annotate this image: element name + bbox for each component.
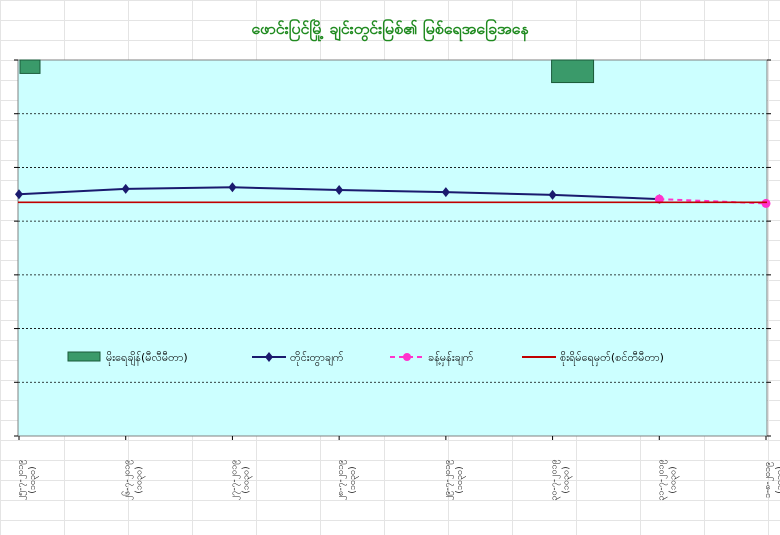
chart-title: ဖောင်းပြင်မြို့ ချင်းတွင်းမြစ်၏ မြစ်ရေအခ… <box>251 19 529 38</box>
rainfall-bar <box>19 59 41 74</box>
data-point <box>654 194 664 204</box>
x-tick-label: ၃၁-၇-၂၀၁၉ (၁၀၃၀) <box>656 459 679 500</box>
x-tick-label: ၂၈-၇-၂၀၁၉ (၁၀၃၀) <box>336 460 359 501</box>
series-lines <box>15 182 771 208</box>
legend-label: စိုးရိမ်ရေမှတ်(စင်တီမီတာ) <box>560 351 664 366</box>
plot-area <box>17 59 768 437</box>
x-axis-ticks: ၂၅-၇-၂၀၁၉ (၁၀၃၀) ၂၆-၇-၂၀၁၉ (၁၀၃၀) ၂၇-၇-၂၀၁၉(… <box>16 436 780 501</box>
x-tick-label: ၁-၈-၂၀၁၉ (၁၀၃၀) <box>763 462 780 498</box>
legend-swatch <box>67 351 101 362</box>
legend-marker <box>265 352 273 362</box>
legend-marker <box>403 353 411 361</box>
data-point <box>548 189 557 200</box>
x-tick-label: ၂၅-၇-၂၀၁၉ (၁၀၃၀) <box>16 460 39 501</box>
legend-label: မိုးရေချိန်(မီလီမီတာ) <box>106 351 188 366</box>
legend-label: တိုင်းတွာချက် <box>290 351 344 366</box>
x-tick-label: ၂၉-၇-၂၀၁၉ (၁၀၃၀) <box>443 460 466 501</box>
x-tick-label: ၂၆-၇-၂၀၁၉ (၁၀၃၀) <box>122 460 146 501</box>
data-point <box>335 184 344 195</box>
x-tick-label: ၃၀-၇-၂၀၁၉ (၁၀၃၀) <box>550 459 573 500</box>
data-point <box>228 182 237 193</box>
legend: မိုးရေချိန်(မီလီမီတာ) တိုင်းတွာချက် ခန့်မှ… <box>67 351 664 366</box>
rainfall-bars <box>19 59 595 84</box>
gridlines <box>18 113 767 383</box>
data-point <box>121 183 130 194</box>
rainfall-bar <box>551 59 595 84</box>
data-point <box>441 187 450 198</box>
x-tick-label: ၂၇-၇-၂၀၁၉ (၁၀၃၀) <box>229 460 252 501</box>
data-point <box>761 198 771 208</box>
legend-label: ခန့်မှန်းချက် <box>428 351 474 366</box>
data-point <box>15 189 23 200</box>
y-axis-ticks <box>14 59 771 437</box>
